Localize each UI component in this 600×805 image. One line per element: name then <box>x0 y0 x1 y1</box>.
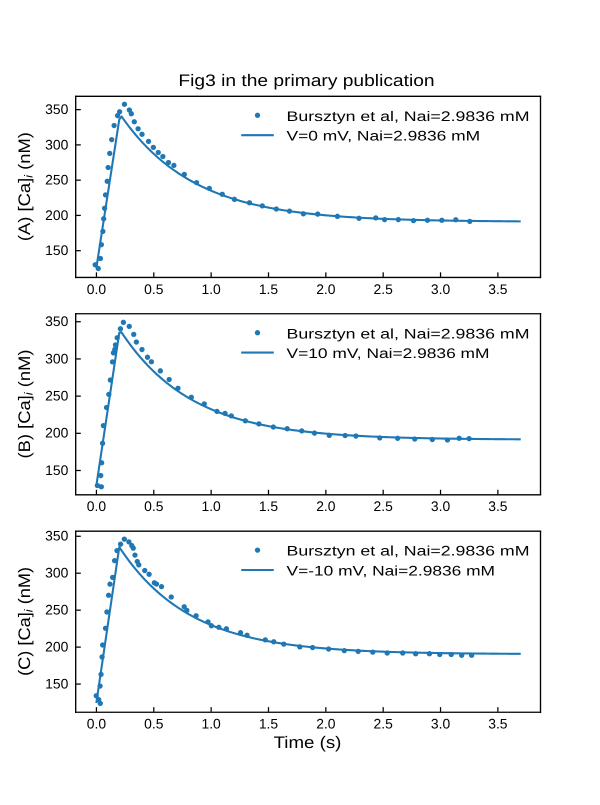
svg-text:0.0: 0.0 <box>87 281 107 297</box>
svg-text:1.0: 1.0 <box>201 716 221 732</box>
svg-text:3.0: 3.0 <box>431 716 451 732</box>
svg-text:300: 300 <box>45 350 68 366</box>
svg-text:(C) [Ca]i (nM): (C) [Ca]i (nM) <box>15 567 36 676</box>
svg-text:1.0: 1.0 <box>201 281 221 297</box>
svg-text:1.5: 1.5 <box>259 281 279 297</box>
svg-text:3.5: 3.5 <box>488 716 508 732</box>
svg-text:0.0: 0.0 <box>87 716 107 732</box>
svg-text:350: 350 <box>45 101 68 117</box>
svg-text:300: 300 <box>45 136 68 152</box>
svg-text:2.5: 2.5 <box>374 716 394 732</box>
svg-text:3.5: 3.5 <box>488 498 508 514</box>
svg-text:V=10 mV, Nai=2.9836 mM: V=10 mV, Nai=2.9836 mM <box>287 345 490 361</box>
svg-text:Bursztyn et al, Nai=2.9836 mM: Bursztyn et al, Nai=2.9836 mM <box>287 325 530 341</box>
svg-text:150: 150 <box>45 462 68 478</box>
svg-text:V=-10 mV, Nai=2.9836 mM: V=-10 mV, Nai=2.9836 mM <box>287 563 496 579</box>
svg-text:Bursztyn et al, Nai=2.9836 mM: Bursztyn et al, Nai=2.9836 mM <box>287 543 530 559</box>
svg-text:Bursztyn et al, Nai=2.9836 mM: Bursztyn et al, Nai=2.9836 mM <box>287 108 530 124</box>
svg-text:1.5: 1.5 <box>259 716 279 732</box>
svg-text:Time (s): Time (s) <box>274 733 342 752</box>
svg-text:3.0: 3.0 <box>431 498 451 514</box>
svg-text:200: 200 <box>45 639 68 655</box>
svg-text:1.5: 1.5 <box>259 498 279 514</box>
svg-text:2.5: 2.5 <box>374 281 394 297</box>
svg-text:2.0: 2.0 <box>316 281 336 297</box>
svg-text:0.5: 0.5 <box>144 716 164 732</box>
svg-text:3.0: 3.0 <box>431 281 451 297</box>
svg-text:3.5: 3.5 <box>488 281 508 297</box>
svg-text:150: 150 <box>45 675 68 691</box>
svg-text:2.5: 2.5 <box>374 498 394 514</box>
svg-text:250: 250 <box>45 602 68 618</box>
svg-text:2.0: 2.0 <box>316 716 336 732</box>
svg-text:(B) [Ca]i (nM): (B) [Ca]i (nM) <box>15 350 36 459</box>
svg-text:300: 300 <box>45 565 68 581</box>
svg-text:1.0: 1.0 <box>201 498 221 514</box>
svg-text:250: 250 <box>45 388 68 404</box>
svg-text:350: 350 <box>45 313 68 329</box>
svg-text:2.0: 2.0 <box>316 498 336 514</box>
svg-text:0.5: 0.5 <box>144 281 164 297</box>
svg-text:0.0: 0.0 <box>87 498 107 514</box>
svg-text:(A) [Ca]i (nM): (A) [Ca]i (nM) <box>15 132 36 241</box>
svg-text:200: 200 <box>45 207 68 223</box>
svg-text:250: 250 <box>45 172 68 188</box>
svg-text:Fig3 in the primary publicatio: Fig3 in the primary publication <box>178 71 434 90</box>
svg-text:150: 150 <box>45 242 68 258</box>
svg-text:200: 200 <box>45 425 68 441</box>
svg-text:350: 350 <box>45 528 68 544</box>
svg-text:V=0 mV, Nai=2.9836 mM: V=0 mV, Nai=2.9836 mM <box>287 128 481 144</box>
svg-text:0.5: 0.5 <box>144 498 164 514</box>
